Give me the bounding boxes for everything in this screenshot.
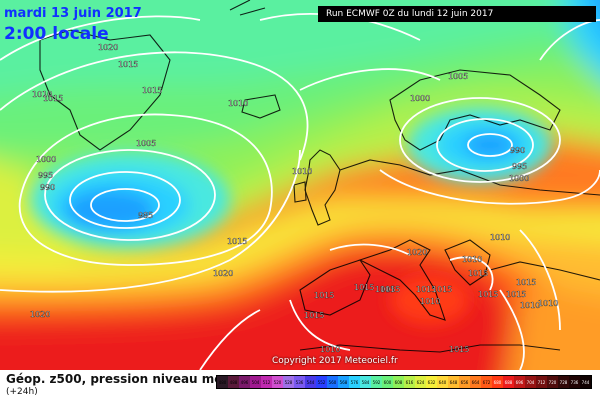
isobar-label: 1015: [449, 345, 469, 354]
isobar-label: 1005: [136, 139, 156, 148]
colorbar-swatch: 688: [503, 376, 514, 388]
colorbar-swatch: 544: [305, 376, 316, 388]
colorbar-swatch: 736: [569, 376, 580, 388]
colorbar-swatch: 728: [558, 376, 569, 388]
copyright-notice: Copyright 2017 Meteociel.fr: [272, 356, 398, 366]
isobar-labels: 1020101510101015101510101005100099599098…: [30, 43, 559, 354]
isobar-label: 1010: [520, 301, 540, 310]
isobar-label: 1015: [227, 237, 247, 246]
isobar-label: 1010: [292, 167, 312, 176]
colorbar-swatch: 480: [217, 376, 228, 388]
isobar-label: 1015: [468, 269, 488, 278]
colorbar-swatch: 624: [415, 376, 426, 388]
isobar-label: 1015: [43, 94, 63, 103]
geopotential-colorbar: 480 488 496 504 512 520 528 536 544 552 560 568 576 5…: [216, 375, 592, 389]
isobar-label: 1015: [478, 290, 498, 299]
isobar-label: 1020: [98, 43, 118, 52]
colorbar-swatch: 592: [371, 376, 382, 388]
low-pressure-blobs: [30, 107, 552, 325]
isobar-label: 1000: [36, 155, 56, 164]
isobar-label: 1005: [448, 72, 468, 81]
colorbar-swatch: 528: [283, 376, 294, 388]
colorbar-swatch: 656: [459, 376, 470, 388]
colorbar-swatch: 704: [525, 376, 536, 388]
colorbar-swatch: 520: [272, 376, 283, 388]
isobar-label: 990: [40, 183, 55, 192]
colorbar-swatch: 576: [349, 376, 360, 388]
forecast-step: (+24h): [6, 387, 38, 397]
model-run-info: Run ECMWF 0Z du lundi 12 juin 2017: [318, 6, 596, 22]
weather-map: 1020 1015 1010 1015 1015 1010 1005 1000 995 990 98…: [0, 0, 600, 370]
colorbar-swatch: 584: [360, 376, 371, 388]
isobar-label: 1015: [142, 86, 162, 95]
isobar-label: 1000: [509, 174, 529, 183]
colorbar-swatch: 696: [514, 376, 525, 388]
isobar-label: 985: [138, 211, 153, 220]
isobar-label: 1015: [314, 291, 334, 300]
colorbar-swatch: 488: [228, 376, 239, 388]
isobar-label: 1015: [118, 60, 138, 69]
isobar-label: 1010: [538, 299, 558, 308]
isobar-label: 1010: [420, 297, 440, 306]
isobar-label: 1010: [462, 255, 482, 264]
isobar-label: 1020: [30, 310, 50, 319]
isobar-label: 1010: [490, 233, 510, 242]
isobar-label: 1015: [416, 285, 436, 294]
colorbar-swatch: 720: [547, 376, 558, 388]
isobar-label: 1010: [228, 99, 248, 108]
colorbar-swatch: 672: [481, 376, 492, 388]
isobar-label: 995: [512, 162, 527, 171]
isobar-label: 1015: [432, 285, 452, 294]
forecast-map-svg: 1020101510101015101510101005100099599098…: [0, 0, 600, 370]
colorbar-swatch: 504: [250, 376, 261, 388]
legend-footer: Géop. z500, pression niveau mer (+24h) 4…: [0, 370, 600, 400]
colorbar-swatch: 536: [294, 376, 305, 388]
isobar-label: 990: [510, 146, 525, 155]
isobar-label: 1020: [213, 269, 233, 278]
isobar-label: 1015: [506, 290, 526, 299]
isobar-label: 1020: [407, 248, 427, 257]
colorbar-swatch: 600: [382, 376, 393, 388]
colorbar-swatch: 560: [327, 376, 338, 388]
isobars: [0, 13, 600, 370]
isobar-label: 1015: [380, 285, 400, 294]
colorbar-swatch: 552: [316, 376, 327, 388]
colorbar-swatch: 648: [448, 376, 459, 388]
colorbar-swatch: 640: [437, 376, 448, 388]
colorbar-swatch: 680: [492, 376, 503, 388]
isobar-label: 1015: [304, 311, 324, 320]
colorbar-swatch: 568: [338, 376, 349, 388]
colorbar-swatch: 712: [536, 376, 547, 388]
colorbar-swatch: 664: [470, 376, 481, 388]
colorbar-swatch: 616: [404, 376, 415, 388]
isobar-label: 1015: [375, 285, 395, 294]
colorbar-swatch: 744: [580, 376, 591, 388]
isobar-label: 1015: [516, 278, 536, 287]
isobar-label: 1010: [32, 90, 52, 99]
isobar-label: 1000: [410, 94, 430, 103]
local-time: 2:00 locale: [4, 24, 109, 44]
map-title: Géop. z500, pression niveau mer: [6, 372, 229, 386]
isobar-label: 1015: [354, 283, 374, 292]
colorbar-swatch: 496: [239, 376, 250, 388]
colorbar-swatch: 512: [261, 376, 272, 388]
isobar-label: 1010: [320, 345, 340, 354]
colorbar-swatch: 608: [393, 376, 404, 388]
isobar-label: 995: [38, 171, 53, 180]
forecast-date: mardi 13 juin 2017: [4, 6, 142, 21]
colorbar-swatch: 632: [426, 376, 437, 388]
